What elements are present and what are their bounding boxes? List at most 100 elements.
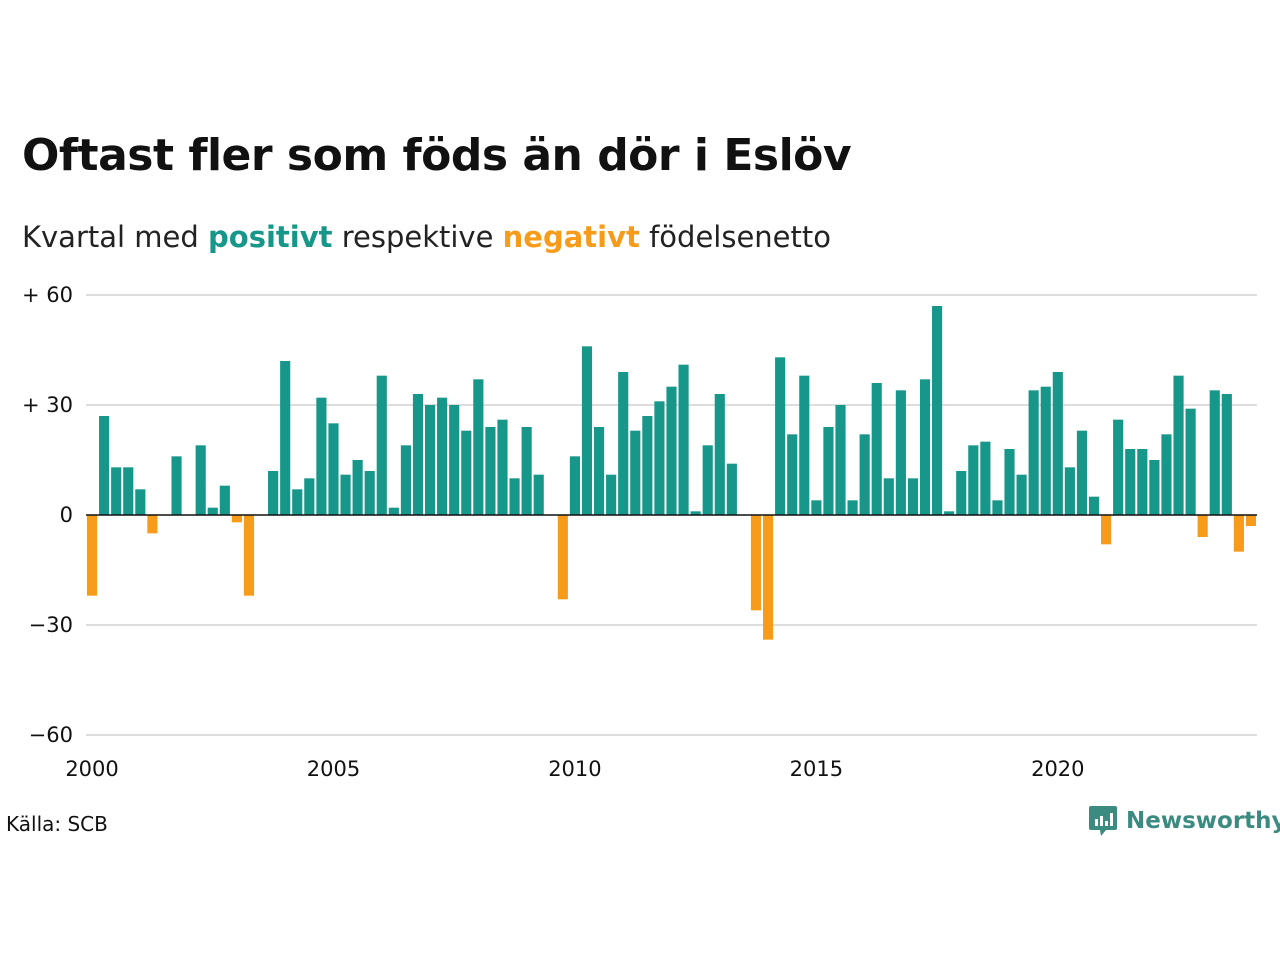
bar-chart: + 60 + 30 0 −30 −60 2000 2005 2010 2015 2020 bbox=[22, 283, 1257, 781]
bar bbox=[811, 500, 822, 515]
bar bbox=[231, 515, 242, 523]
bar bbox=[424, 405, 436, 515]
bar bbox=[835, 405, 846, 515]
bar bbox=[1173, 375, 1184, 515]
bar bbox=[1161, 434, 1172, 515]
bar bbox=[400, 445, 411, 515]
bar bbox=[980, 441, 991, 515]
bar bbox=[1137, 449, 1148, 515]
bar bbox=[642, 416, 653, 515]
bar bbox=[557, 515, 568, 600]
bar bbox=[207, 507, 218, 515]
y-axis-ticks: + 60 + 30 0 −30 −60 bbox=[22, 283, 73, 747]
y-tick-label: + 30 bbox=[22, 393, 73, 417]
bar bbox=[280, 361, 291, 515]
bar bbox=[932, 306, 943, 515]
y-tick-label: 0 bbox=[60, 503, 73, 527]
bar bbox=[1028, 390, 1039, 515]
y-tick-label: + 60 bbox=[22, 283, 73, 307]
bar bbox=[618, 372, 629, 515]
newsworthy-logo: Newsworthy bbox=[1088, 804, 1280, 838]
bar bbox=[1113, 419, 1124, 515]
bar bbox=[328, 423, 339, 515]
subtitle-positive: positivt bbox=[208, 220, 333, 254]
subtitle-text-3: födelsenetto bbox=[639, 220, 831, 254]
bar bbox=[533, 474, 544, 515]
bar bbox=[992, 500, 1003, 515]
bar bbox=[304, 478, 315, 515]
bar bbox=[919, 379, 931, 515]
bar bbox=[787, 434, 798, 515]
bar bbox=[1149, 460, 1160, 515]
bar bbox=[1016, 474, 1027, 515]
chart-title: Oftast fler som föds än dör i Eslöv bbox=[22, 130, 852, 181]
bar bbox=[1064, 467, 1075, 515]
bar bbox=[1076, 430, 1088, 515]
bar bbox=[123, 467, 134, 515]
bar bbox=[775, 357, 786, 515]
bar bbox=[1245, 515, 1257, 526]
logo-text: Newsworthy bbox=[1126, 808, 1280, 834]
bar bbox=[690, 511, 701, 515]
bar bbox=[799, 375, 810, 515]
bar bbox=[1101, 515, 1112, 545]
bar bbox=[581, 346, 593, 515]
x-tick-label: 2010 bbox=[548, 757, 601, 781]
bar bbox=[521, 427, 532, 515]
bar bbox=[859, 434, 870, 515]
bar bbox=[714, 394, 725, 515]
x-tick-label: 2000 bbox=[65, 757, 118, 781]
bar bbox=[569, 456, 580, 515]
bar bbox=[654, 401, 665, 515]
bar bbox=[340, 474, 351, 515]
bar bbox=[485, 427, 496, 515]
bar bbox=[219, 485, 230, 515]
bar bbox=[171, 456, 182, 515]
bar bbox=[497, 419, 508, 515]
bar bbox=[376, 375, 387, 515]
bar bbox=[86, 515, 98, 596]
bar bbox=[666, 386, 677, 515]
bar bbox=[883, 478, 894, 515]
bar bbox=[461, 430, 472, 515]
x-tick-label: 2005 bbox=[307, 757, 360, 781]
bar bbox=[1052, 372, 1063, 515]
bar bbox=[944, 511, 955, 515]
bar bbox=[871, 383, 882, 515]
bar bbox=[147, 515, 158, 534]
bar bbox=[388, 507, 399, 515]
bar bbox=[606, 474, 617, 515]
bar bbox=[726, 463, 737, 515]
bar bbox=[823, 427, 834, 515]
bar bbox=[1040, 386, 1051, 515]
bar bbox=[243, 515, 255, 596]
source-note: Källa: SCB bbox=[6, 812, 108, 836]
y-tick-label: −30 bbox=[29, 613, 73, 637]
bar bbox=[847, 500, 858, 515]
bar bbox=[594, 427, 605, 515]
bar bbox=[412, 394, 424, 515]
subtitle-text-2: respektive bbox=[332, 220, 503, 254]
bar bbox=[111, 467, 122, 515]
bar bbox=[135, 489, 146, 515]
bar bbox=[292, 489, 303, 515]
bar bbox=[1233, 515, 1244, 552]
bar bbox=[1221, 394, 1232, 515]
bar bbox=[702, 445, 713, 515]
bars bbox=[86, 306, 1257, 640]
x-axis-ticks: 2000 2005 2010 2015 2020 bbox=[65, 757, 1084, 781]
subtitle-text-1: Kvartal med bbox=[22, 220, 209, 254]
chart-subtitle: Kvartal med positivt respektive negativt… bbox=[22, 220, 831, 254]
bar bbox=[316, 397, 327, 515]
x-tick-label: 2015 bbox=[790, 757, 843, 781]
bar bbox=[678, 364, 689, 515]
bar bbox=[449, 405, 460, 515]
bar bbox=[1004, 449, 1015, 515]
bar bbox=[956, 471, 967, 515]
bar bbox=[352, 460, 363, 515]
bar bbox=[1185, 408, 1196, 515]
bar bbox=[895, 390, 906, 515]
bar bbox=[99, 416, 110, 515]
bar bbox=[195, 445, 206, 515]
bar bbox=[907, 478, 919, 515]
